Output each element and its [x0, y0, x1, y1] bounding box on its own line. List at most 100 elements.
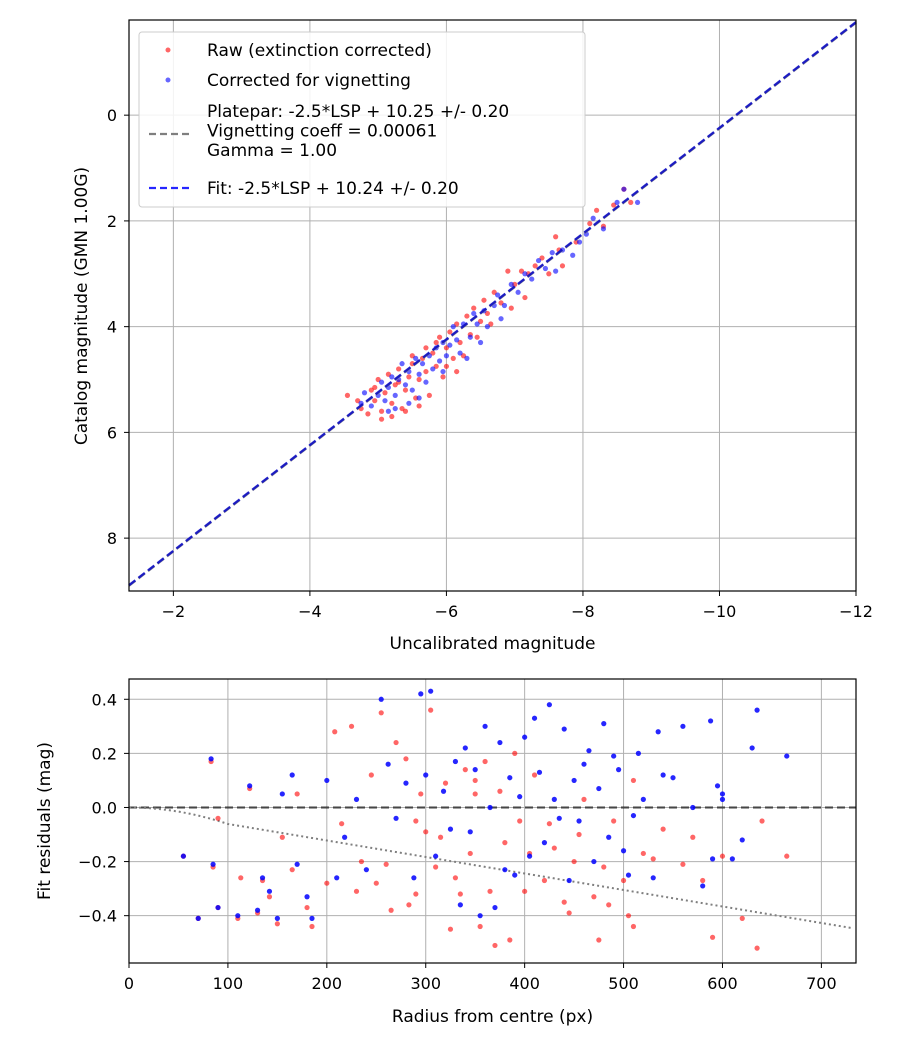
- corrected-residual-point: [719, 791, 726, 797]
- raw-residual-point: [759, 818, 765, 824]
- bottom-x-axis-label: Radius from centre (px): [392, 1007, 593, 1027]
- corrected-residual-point: [497, 739, 503, 746]
- bottom-reference-lines: [128, 806, 856, 929]
- raw-point: [454, 368, 460, 375]
- raw-point: [443, 363, 450, 369]
- corrected-residual-point: [423, 772, 429, 778]
- raw-residual-point: [452, 875, 459, 881]
- raw-residual-point: [388, 907, 394, 913]
- corrected-point: [515, 289, 521, 295]
- raw-residual-point: [294, 791, 300, 797]
- calibration-scatter-plot: −2 −4 −6 −8 −10 −12 0 2 4 6 8 Uncalibrated magnitu…: [72, 19, 873, 654]
- corrected-residual-point: [784, 753, 790, 759]
- raw-residual-point: [406, 902, 412, 908]
- bottom-x-tick-label: 100: [213, 974, 244, 993]
- bottom-data-points: [180, 688, 790, 951]
- corrected-residual-point: [457, 902, 463, 908]
- corrected-point: [416, 371, 422, 377]
- raw-residual-point: [304, 904, 310, 911]
- corrected-point: [549, 250, 555, 256]
- raw-residual-point: [413, 818, 419, 824]
- corrected-residual-point: [477, 913, 483, 919]
- corrected-residual-point: [541, 840, 548, 846]
- raw-residual-point: [784, 853, 790, 859]
- legend-label-corrected: Corrected for vignetting: [207, 71, 411, 91]
- top-x-tick-label: −2: [162, 602, 186, 621]
- bottom-y-tick-label: 0.2: [92, 744, 117, 763]
- legend-marker-raw: [165, 47, 171, 53]
- corrected-residual-point: [235, 913, 241, 919]
- raw-residual-point: [709, 934, 716, 940]
- corrected-point: [522, 271, 528, 277]
- corrected-point: [378, 379, 385, 385]
- corrected-residual-point: [363, 867, 369, 873]
- raw-residual-point: [373, 880, 379, 886]
- raw-residual-point: [442, 780, 449, 786]
- raw-residual-point: [467, 850, 473, 857]
- corrected-residual-point: [210, 861, 216, 867]
- top-fit-lines: [128, 21, 857, 587]
- corrected-point: [416, 395, 422, 401]
- corrected-residual-point: [650, 875, 656, 881]
- top-y-tick-label: 2: [107, 212, 117, 231]
- raw-point: [402, 408, 409, 414]
- corrected-point: [484, 324, 490, 330]
- top-tick-labels: −2 −4 −6 −8 −10 −12 0 2 4 6 8: [107, 106, 873, 621]
- corrected-residual-point: [274, 915, 280, 921]
- corrected-point: [399, 361, 405, 367]
- raw-residual-point: [576, 831, 582, 838]
- corrected-residual-point: [571, 777, 577, 784]
- raw-point: [628, 199, 634, 206]
- raw-point: [505, 268, 511, 274]
- corrected-point: [454, 337, 460, 343]
- residuals-scatter-plot: 0 100 200 300 400 500 600 7000.40.20.0−0.2−0.4 …: [35, 678, 857, 1027]
- corrected-point: [576, 239, 583, 245]
- top-x-tick-label: −8: [571, 602, 595, 621]
- corrected-point: [392, 392, 398, 398]
- raw-residual-point: [630, 923, 637, 930]
- corrected-point: [402, 382, 409, 388]
- raw-residual-point: [566, 910, 572, 916]
- raw-point: [522, 294, 528, 301]
- corrected-residual-point: [467, 829, 473, 835]
- raw-residual-point: [215, 815, 221, 821]
- corrected-residual-point: [385, 761, 391, 767]
- corrected-residual-point: [266, 888, 273, 894]
- raw-residual-point: [279, 834, 285, 840]
- legend-label-fit: Fit: -2.5*LSP + 10.24 +/- 0.20: [207, 179, 459, 199]
- corrected-point: [535, 257, 542, 264]
- corrected-residual-point: [611, 753, 617, 759]
- corrected-residual-point: [180, 853, 187, 859]
- raw-residual-point: [309, 923, 315, 930]
- corrected-residual-point: [708, 718, 714, 724]
- corrected-point: [413, 355, 419, 361]
- corrected-point: [614, 199, 620, 206]
- raw-residual-point: [700, 877, 706, 884]
- raw-point: [365, 411, 371, 417]
- raw-residual-point: [437, 834, 444, 840]
- top-x-tick-label: −4: [298, 602, 322, 621]
- corrected-point: [529, 276, 535, 282]
- raw-point: [508, 305, 514, 311]
- corrected-residual-point: [630, 812, 637, 819]
- raw-point: [426, 392, 432, 398]
- raw-point: [344, 392, 351, 398]
- corrected-residual-point: [620, 848, 627, 854]
- raw-residual-point: [517, 818, 523, 824]
- top-y-axis-label: Catalog magnitude (GMN 1.00G): [72, 167, 92, 445]
- corrected-residual-point: [342, 834, 348, 840]
- corrected-point: [457, 350, 463, 356]
- corrected-point: [477, 339, 484, 346]
- raw-residual-point: [719, 853, 726, 859]
- corrected-residual-point: [492, 904, 498, 911]
- raw-residual-point: [289, 867, 295, 873]
- top-y-tick-label: 6: [107, 423, 117, 442]
- corrected-residual-point: [195, 915, 201, 921]
- corrected-residual-point: [393, 815, 399, 821]
- raw-residual-point: [393, 739, 399, 746]
- raw-point: [464, 313, 470, 319]
- corrected-residual-point: [556, 815, 562, 821]
- raw-residual-point: [457, 891, 463, 897]
- raw-residual-point: [596, 937, 602, 943]
